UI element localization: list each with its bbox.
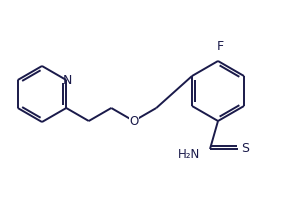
Text: H₂N: H₂N bbox=[178, 148, 200, 162]
Text: N: N bbox=[62, 73, 72, 87]
Text: O: O bbox=[129, 114, 139, 128]
Text: F: F bbox=[217, 40, 223, 53]
Text: S: S bbox=[241, 142, 249, 155]
